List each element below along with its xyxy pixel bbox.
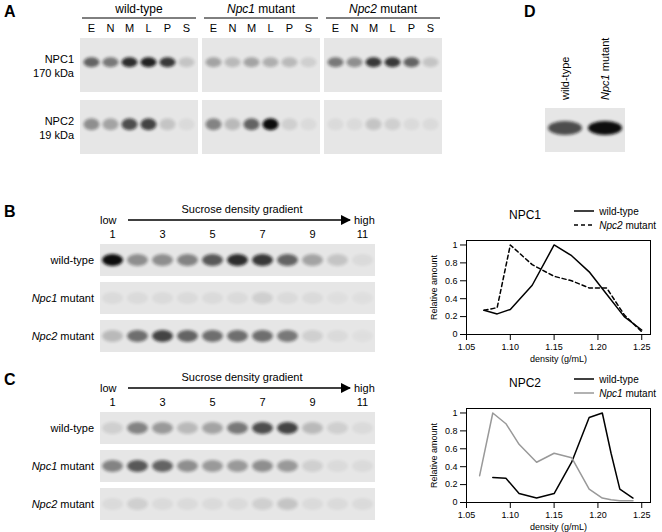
html-text:Npc2 mutant: Npc2 mutant (599, 219, 656, 231)
svg-text:0.2: 0.2 (445, 311, 458, 321)
svg-text:L: L (145, 22, 151, 34)
svg-text:density (g/mL): density (g/mL) (530, 354, 587, 364)
svg-text:NPC2: NPC2 (45, 115, 74, 127)
svg-text:0.6: 0.6 (445, 444, 458, 454)
svg-text:Relative amount: Relative amount (429, 422, 439, 488)
svg-text:P: P (164, 22, 171, 34)
svg-text:0.2: 0.2 (445, 479, 458, 489)
svg-text:Sucrose density gradient: Sucrose density gradient (181, 203, 302, 215)
svg-text:E: E (88, 22, 95, 34)
svg-text:Npc2 mutant: Npc2 mutant (349, 2, 418, 16)
svg-text:9: 9 (309, 228, 315, 240)
svg-text:E: E (332, 22, 339, 34)
html-text:wild-type: wild-type (599, 205, 639, 217)
svg-text:5: 5 (209, 396, 215, 408)
svg-text:1.20: 1.20 (589, 342, 607, 352)
svg-text:9: 9 (309, 396, 315, 408)
svg-text:1.15: 1.15 (545, 342, 563, 352)
svg-text:low: low (100, 382, 117, 394)
svg-text:N: N (107, 22, 115, 34)
svg-text:19 kDa: 19 kDa (39, 129, 75, 141)
svg-text:C: C (4, 371, 16, 388)
svg-text:11: 11 (357, 396, 368, 408)
svg-text:B: B (4, 203, 16, 220)
svg-text:P: P (286, 22, 293, 34)
svg-text:1: 1 (452, 408, 457, 418)
svg-text:0.8: 0.8 (445, 258, 458, 268)
svg-text:wild-type: wild-type (50, 422, 94, 434)
svg-text:N: N (229, 22, 237, 34)
svg-text:7: 7 (259, 228, 265, 240)
svg-text:1.10: 1.10 (502, 510, 520, 520)
svg-text:1.05: 1.05 (458, 342, 476, 352)
svg-text:wild-type: wild-type (559, 57, 571, 101)
svg-text:wild-type: wild-type (50, 254, 94, 266)
svg-text:L: L (267, 22, 273, 34)
svg-text:S: S (305, 22, 312, 34)
svg-text:A: A (4, 3, 16, 20)
svg-text:NPC1: NPC1 (45, 53, 74, 65)
svg-text:L: L (389, 22, 395, 34)
svg-text:P: P (408, 22, 415, 34)
svg-text:M: M (125, 22, 134, 34)
svg-text:11: 11 (357, 228, 368, 240)
svg-text:3: 3 (159, 396, 165, 408)
svg-text:1.25: 1.25 (633, 510, 651, 520)
svg-text:high: high (354, 214, 375, 226)
svg-text:S: S (427, 22, 434, 34)
svg-text:1: 1 (452, 240, 457, 250)
svg-text:Relative amount: Relative amount (429, 254, 439, 320)
svg-text:0.6: 0.6 (445, 276, 458, 286)
svg-text:wild-type: wild-type (114, 2, 163, 16)
svg-text:D: D (524, 3, 536, 20)
html-text:NPC2: NPC2 (509, 376, 541, 390)
svg-text:1.25: 1.25 (633, 342, 651, 352)
svg-text:7: 7 (259, 396, 265, 408)
svg-text:M: M (247, 22, 256, 34)
svg-text:0: 0 (452, 329, 457, 339)
html-text:wild-type: wild-type (599, 373, 639, 385)
svg-text:Npc2 mutant: Npc2 mutant (32, 498, 94, 510)
svg-text:3: 3 (159, 228, 165, 240)
svg-text:1: 1 (109, 228, 115, 240)
svg-text:high: high (354, 382, 375, 394)
svg-text:E: E (210, 22, 217, 34)
svg-text:0.4: 0.4 (445, 294, 458, 304)
svg-text:5: 5 (209, 228, 215, 240)
svg-text:0: 0 (452, 497, 457, 507)
svg-text:M: M (369, 22, 378, 34)
svg-text:1.15: 1.15 (545, 510, 563, 520)
svg-text:Npc1 mutant: Npc1 mutant (32, 460, 94, 472)
svg-text:Npc2 mutant: Npc2 mutant (32, 330, 94, 342)
html-text:NPC1: NPC1 (509, 208, 541, 222)
svg-text:S: S (183, 22, 190, 34)
svg-text:1.20: 1.20 (589, 510, 607, 520)
svg-text:0.8: 0.8 (445, 426, 458, 436)
svg-text:1: 1 (109, 396, 115, 408)
svg-text:Sucrose density gradient: Sucrose density gradient (181, 371, 302, 383)
html-text:Npc1 mutant: Npc1 mutant (599, 387, 656, 399)
svg-text:170 kDa: 170 kDa (33, 67, 75, 79)
svg-text:1.05: 1.05 (458, 510, 476, 520)
svg-text:Npc1 mutant: Npc1 mutant (599, 38, 611, 100)
svg-text:low: low (100, 214, 117, 226)
svg-text:1.10: 1.10 (502, 342, 520, 352)
svg-text:N: N (351, 22, 359, 34)
svg-text:density (g/mL): density (g/mL) (530, 522, 587, 532)
svg-text:Npc1 mutant: Npc1 mutant (32, 292, 94, 304)
svg-text:Npc1 mutant: Npc1 mutant (227, 2, 296, 16)
svg-text:0.4: 0.4 (445, 462, 458, 472)
